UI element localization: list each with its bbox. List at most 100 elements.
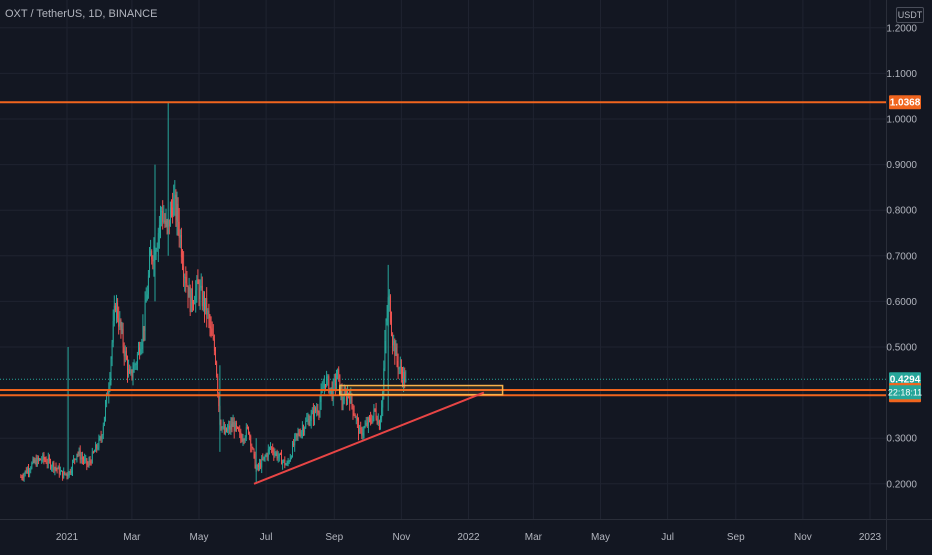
candle-body	[189, 287, 191, 312]
candle-body	[48, 457, 50, 461]
candle-body	[57, 466, 59, 470]
candle-body	[133, 364, 135, 373]
candle-body	[92, 451, 94, 453]
time-tick-label: Sep	[727, 532, 745, 543]
candle-body	[262, 458, 264, 460]
currency-button[interactable]: USDT	[896, 7, 924, 23]
candle-body	[138, 347, 139, 355]
candle-body	[228, 425, 230, 429]
candle-body	[287, 461, 289, 464]
candle-body	[231, 423, 233, 427]
candle-body	[52, 462, 54, 467]
candle-body	[53, 462, 55, 470]
candle-body	[217, 376, 219, 394]
symbol-legend: OXT / TetherUS, 1D, BINANCE	[5, 8, 158, 20]
candle-body	[204, 295, 205, 311]
candle-body	[180, 235, 182, 258]
candle-body	[305, 421, 307, 428]
candle-body	[223, 426, 225, 434]
time-tick-label: Mar	[123, 532, 141, 543]
candle-body	[233, 422, 235, 432]
candle-body	[50, 460, 51, 468]
time-tick-label: Jul	[260, 532, 273, 543]
candle-body	[117, 302, 119, 319]
candle-body	[399, 366, 401, 368]
price-tick-label: 0.9000	[886, 160, 917, 171]
price-tag-text: 1.0368	[890, 98, 921, 109]
candle-body	[56, 468, 58, 470]
candle-body	[400, 366, 402, 375]
candle-body	[283, 459, 285, 462]
candle-body	[207, 310, 209, 315]
candle-body	[375, 409, 377, 419]
time-tick-label: 2022	[457, 532, 480, 543]
candle-body	[227, 428, 229, 432]
candle-body	[120, 319, 122, 331]
candle-body	[102, 425, 104, 436]
candle-body	[226, 427, 227, 432]
candle-body	[276, 452, 278, 459]
candle-body	[188, 287, 190, 298]
candle-body	[343, 392, 345, 404]
candle-body	[404, 372, 406, 382]
candle-body	[334, 379, 336, 386]
candle-body	[44, 459, 46, 461]
candle-body	[144, 302, 146, 331]
candle-body	[344, 392, 346, 394]
price-tick-label: 1.0000	[886, 115, 917, 126]
candle-body	[278, 453, 280, 457]
candle-body	[101, 435, 103, 440]
candle-body	[72, 461, 73, 471]
candle-body	[393, 340, 395, 346]
candle-body	[252, 448, 254, 450]
candle-body	[392, 334, 394, 346]
candle-body	[237, 427, 238, 429]
candle-body	[364, 425, 366, 428]
candle-body	[97, 447, 99, 449]
candle-body	[312, 410, 314, 420]
candle-body	[88, 461, 90, 466]
candle-body	[65, 473, 67, 475]
candle-body	[261, 458, 263, 468]
candle-body	[64, 471, 66, 474]
candle-body	[304, 427, 306, 433]
candle-body	[95, 444, 97, 452]
candle-body	[76, 453, 78, 459]
candle-body	[376, 418, 378, 424]
candle-body	[143, 326, 145, 331]
candle-body	[141, 342, 143, 350]
candle-body	[326, 377, 328, 386]
candle-body	[66, 473, 68, 476]
candles	[20, 102, 407, 484]
candle-body	[373, 408, 375, 416]
candle-body	[347, 393, 348, 401]
candle-body	[224, 427, 226, 434]
candle-body	[174, 194, 176, 199]
countdown-bg	[889, 385, 921, 400]
candle-body	[366, 422, 368, 426]
candle-body	[187, 285, 189, 298]
candle-body	[339, 374, 341, 394]
candle-body	[330, 387, 332, 389]
candle-body	[374, 408, 376, 410]
candle-body	[263, 456, 265, 460]
candle-body	[161, 211, 163, 213]
candle-body	[94, 451, 95, 453]
candle-body	[222, 426, 224, 428]
candle-body	[239, 430, 241, 433]
candle-body	[42, 454, 44, 461]
candle-body	[361, 428, 363, 436]
candle-body	[249, 433, 251, 437]
candle-body	[162, 211, 164, 222]
candle-body	[238, 427, 240, 431]
price-tag-bg	[889, 95, 921, 110]
candle-body	[372, 415, 374, 423]
candle-body	[290, 456, 292, 458]
candle-body	[164, 220, 166, 224]
countdown-tag: 22:18:11	[888, 385, 922, 400]
candle-body	[51, 466, 53, 468]
candle-body	[127, 359, 128, 374]
candle-body	[194, 302, 196, 305]
